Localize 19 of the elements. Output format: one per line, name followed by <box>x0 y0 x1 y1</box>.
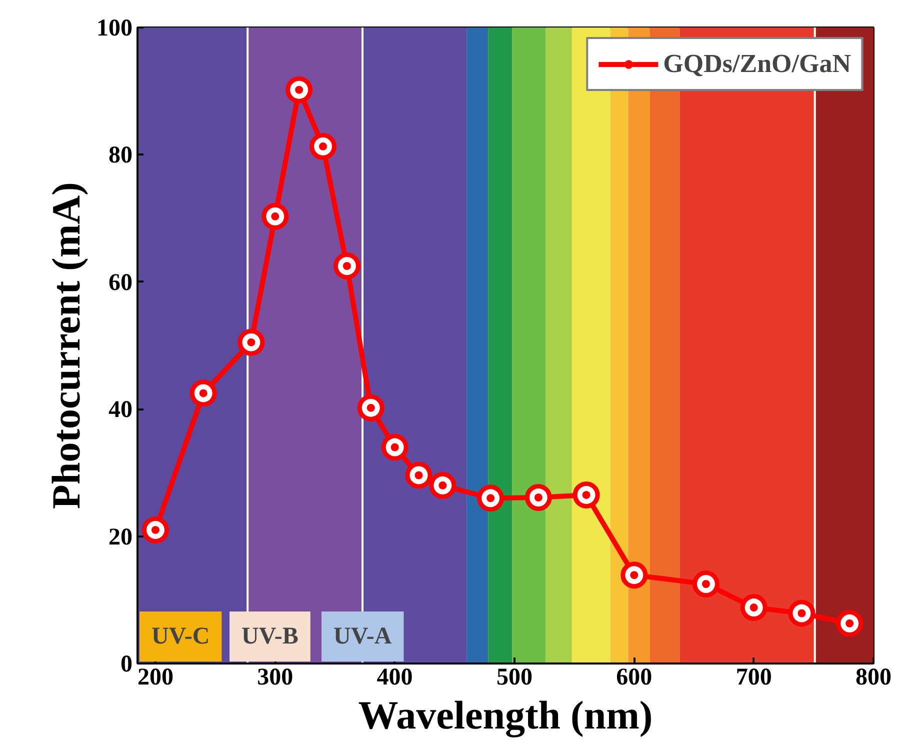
y-tick-label: 80 <box>108 142 132 169</box>
x-tick-label: 500 <box>496 664 532 690</box>
x-tick-label: 600 <box>616 664 652 690</box>
y-tick-label: 20 <box>108 524 132 550</box>
y-axis-title: Photocurrent (mA) <box>44 182 88 509</box>
annotation: UV-C <box>152 624 210 650</box>
annotation: UV-A <box>334 624 392 650</box>
x-tick-label: 800 <box>856 664 892 690</box>
y-tick-label: 60 <box>108 270 132 296</box>
legend-label: GQDs/ZnO/GaN <box>663 49 851 79</box>
x-tick-label: 400 <box>376 664 413 690</box>
y-tick-label: 0 <box>120 652 132 678</box>
x-tick-label: 300 <box>257 664 294 690</box>
y-tick-label: 40 <box>108 397 132 424</box>
y-tick-label: 100 <box>96 16 132 42</box>
x-tick-label: 700 <box>736 664 772 690</box>
x-tick-label: 200 <box>137 664 174 690</box>
annotation: UV-B <box>242 624 298 650</box>
x-axis-title: Wavelength (nm) <box>358 692 653 738</box>
